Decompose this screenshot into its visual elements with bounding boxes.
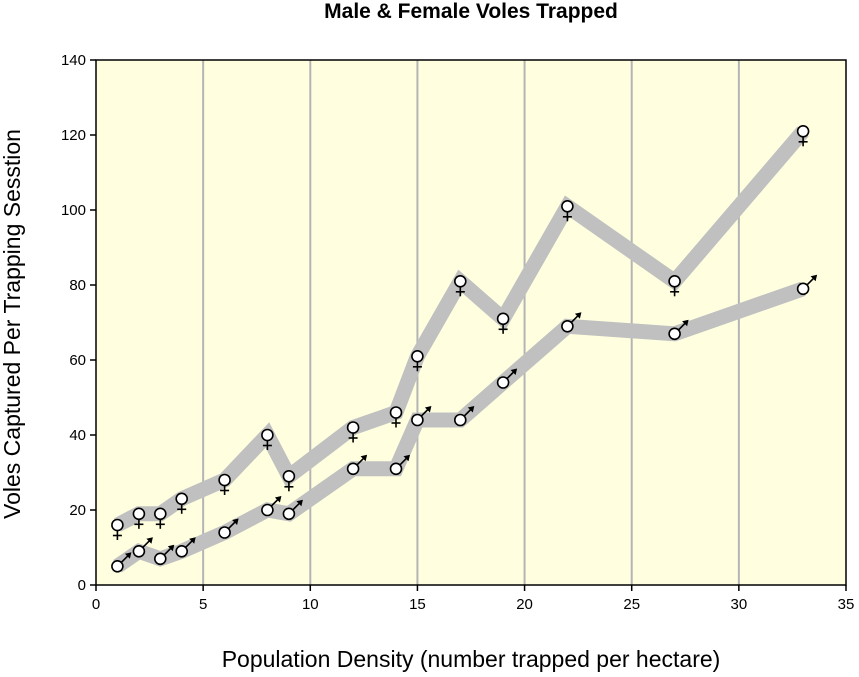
plot-frame — [95, 59, 847, 586]
female-circle — [411, 349, 424, 363]
female-symbol-point — [111, 518, 124, 540]
female-symbol-point — [561, 200, 574, 222]
male-arrowhead — [510, 368, 518, 375]
female-symbol-point — [668, 274, 681, 297]
female-circle — [496, 312, 510, 326]
x-tick-label: 25 — [623, 596, 640, 613]
y-tick-label: 120 — [61, 127, 86, 144]
x-tick-label: 5 — [199, 596, 207, 613]
male-symbol-point — [668, 319, 689, 341]
male-symbol-point — [218, 518, 239, 539]
male-circle — [111, 559, 124, 573]
female-circle — [796, 125, 810, 138]
female-symbol-point — [411, 349, 424, 372]
y-tick-label: 0 — [78, 577, 86, 594]
plot-area — [96, 60, 846, 585]
male-arrowhead — [167, 544, 175, 552]
female-symbol-point — [261, 428, 274, 450]
male-circle — [132, 544, 146, 558]
x-tick-label: 35 — [838, 596, 855, 613]
female-symbol-point — [132, 507, 146, 529]
male-symbol-point — [411, 406, 432, 427]
female-symbol-point — [453, 274, 467, 297]
female-symbol-point — [389, 406, 403, 428]
male-arrowhead — [146, 537, 153, 544]
male-symbol-point — [346, 454, 368, 476]
male-arrowhead — [810, 274, 818, 282]
male-symbol-point — [453, 406, 475, 427]
y-tick-label: 100 — [61, 202, 86, 219]
male-circle — [218, 526, 231, 539]
male-arrowhead — [360, 454, 368, 462]
male-arrowhead — [467, 406, 475, 413]
male-symbol-point — [111, 552, 132, 573]
male-symbol-point — [282, 499, 303, 521]
x-tick-label: 15 — [409, 596, 426, 613]
female-circle — [389, 406, 403, 419]
male-circle — [796, 282, 810, 296]
female-symbol-point — [346, 421, 360, 443]
male-arrowhead — [682, 319, 689, 327]
female-symbol-point — [218, 473, 231, 495]
male-symbol-point — [132, 537, 153, 558]
female-circle — [282, 469, 296, 483]
male-symbol-point — [389, 454, 410, 476]
y-tick-label: 140 — [61, 52, 86, 69]
male-arrowhead — [124, 552, 132, 559]
male-circle — [561, 319, 574, 333]
male-circle — [389, 462, 403, 476]
male-arrowhead — [403, 454, 410, 462]
female-symbol-point — [496, 312, 510, 334]
y-tick-label: 60 — [69, 352, 86, 369]
male-circle — [668, 327, 681, 341]
female-circle — [453, 274, 467, 288]
male-symbol-point — [154, 544, 175, 566]
male-circle — [261, 503, 274, 517]
female-circle — [668, 274, 681, 288]
male-circle — [411, 413, 424, 427]
male-symbol-point — [496, 368, 518, 389]
male-circle — [453, 413, 467, 427]
male-arrowhead — [189, 537, 196, 544]
male-circle — [496, 376, 510, 389]
female-circle — [175, 492, 188, 506]
female-circle — [132, 507, 146, 521]
male-circle — [154, 552, 167, 566]
chart-title: Male & Female Voles Trapped — [324, 0, 618, 23]
x-tick-label: 0 — [92, 596, 100, 613]
male-circle — [282, 507, 296, 521]
x-tick-label: 30 — [731, 596, 748, 613]
x-tick-label: 10 — [302, 596, 319, 613]
male-arrowhead — [424, 406, 432, 413]
female-circle — [561, 200, 574, 213]
y-tick-label: 80 — [69, 277, 86, 294]
female-symbol-point — [154, 507, 167, 529]
male-symbol-point — [561, 312, 582, 333]
x-axis-label: Population Density (number trapped per h… — [221, 646, 721, 672]
female-circle — [346, 421, 360, 434]
female-circle — [218, 473, 231, 487]
y-tick-label: 20 — [69, 502, 86, 519]
y-tick-label: 40 — [69, 427, 86, 444]
male-arrowhead — [274, 496, 282, 503]
female-circle — [261, 428, 274, 442]
female-symbol-point — [175, 492, 188, 514]
series-markers — [111, 125, 818, 573]
female-circle — [154, 507, 167, 521]
male-symbol-point — [175, 537, 196, 558]
male-arrowhead — [232, 518, 239, 525]
axis-ticks: 0 5 10 15 20 25 30 35 0 20 40 60 80 100 120 140 — [61, 52, 854, 613]
x-tick-label: 20 — [516, 596, 533, 613]
male-arrowhead — [574, 312, 582, 319]
female-symbol-point — [796, 125, 810, 147]
male-symbol-point — [261, 496, 282, 517]
male-circle — [346, 462, 360, 476]
male-circle — [175, 544, 188, 558]
female-symbol-point — [282, 469, 296, 492]
female-circle — [111, 518, 124, 532]
male-symbol-point — [796, 274, 818, 296]
male-arrowhead — [296, 499, 303, 507]
